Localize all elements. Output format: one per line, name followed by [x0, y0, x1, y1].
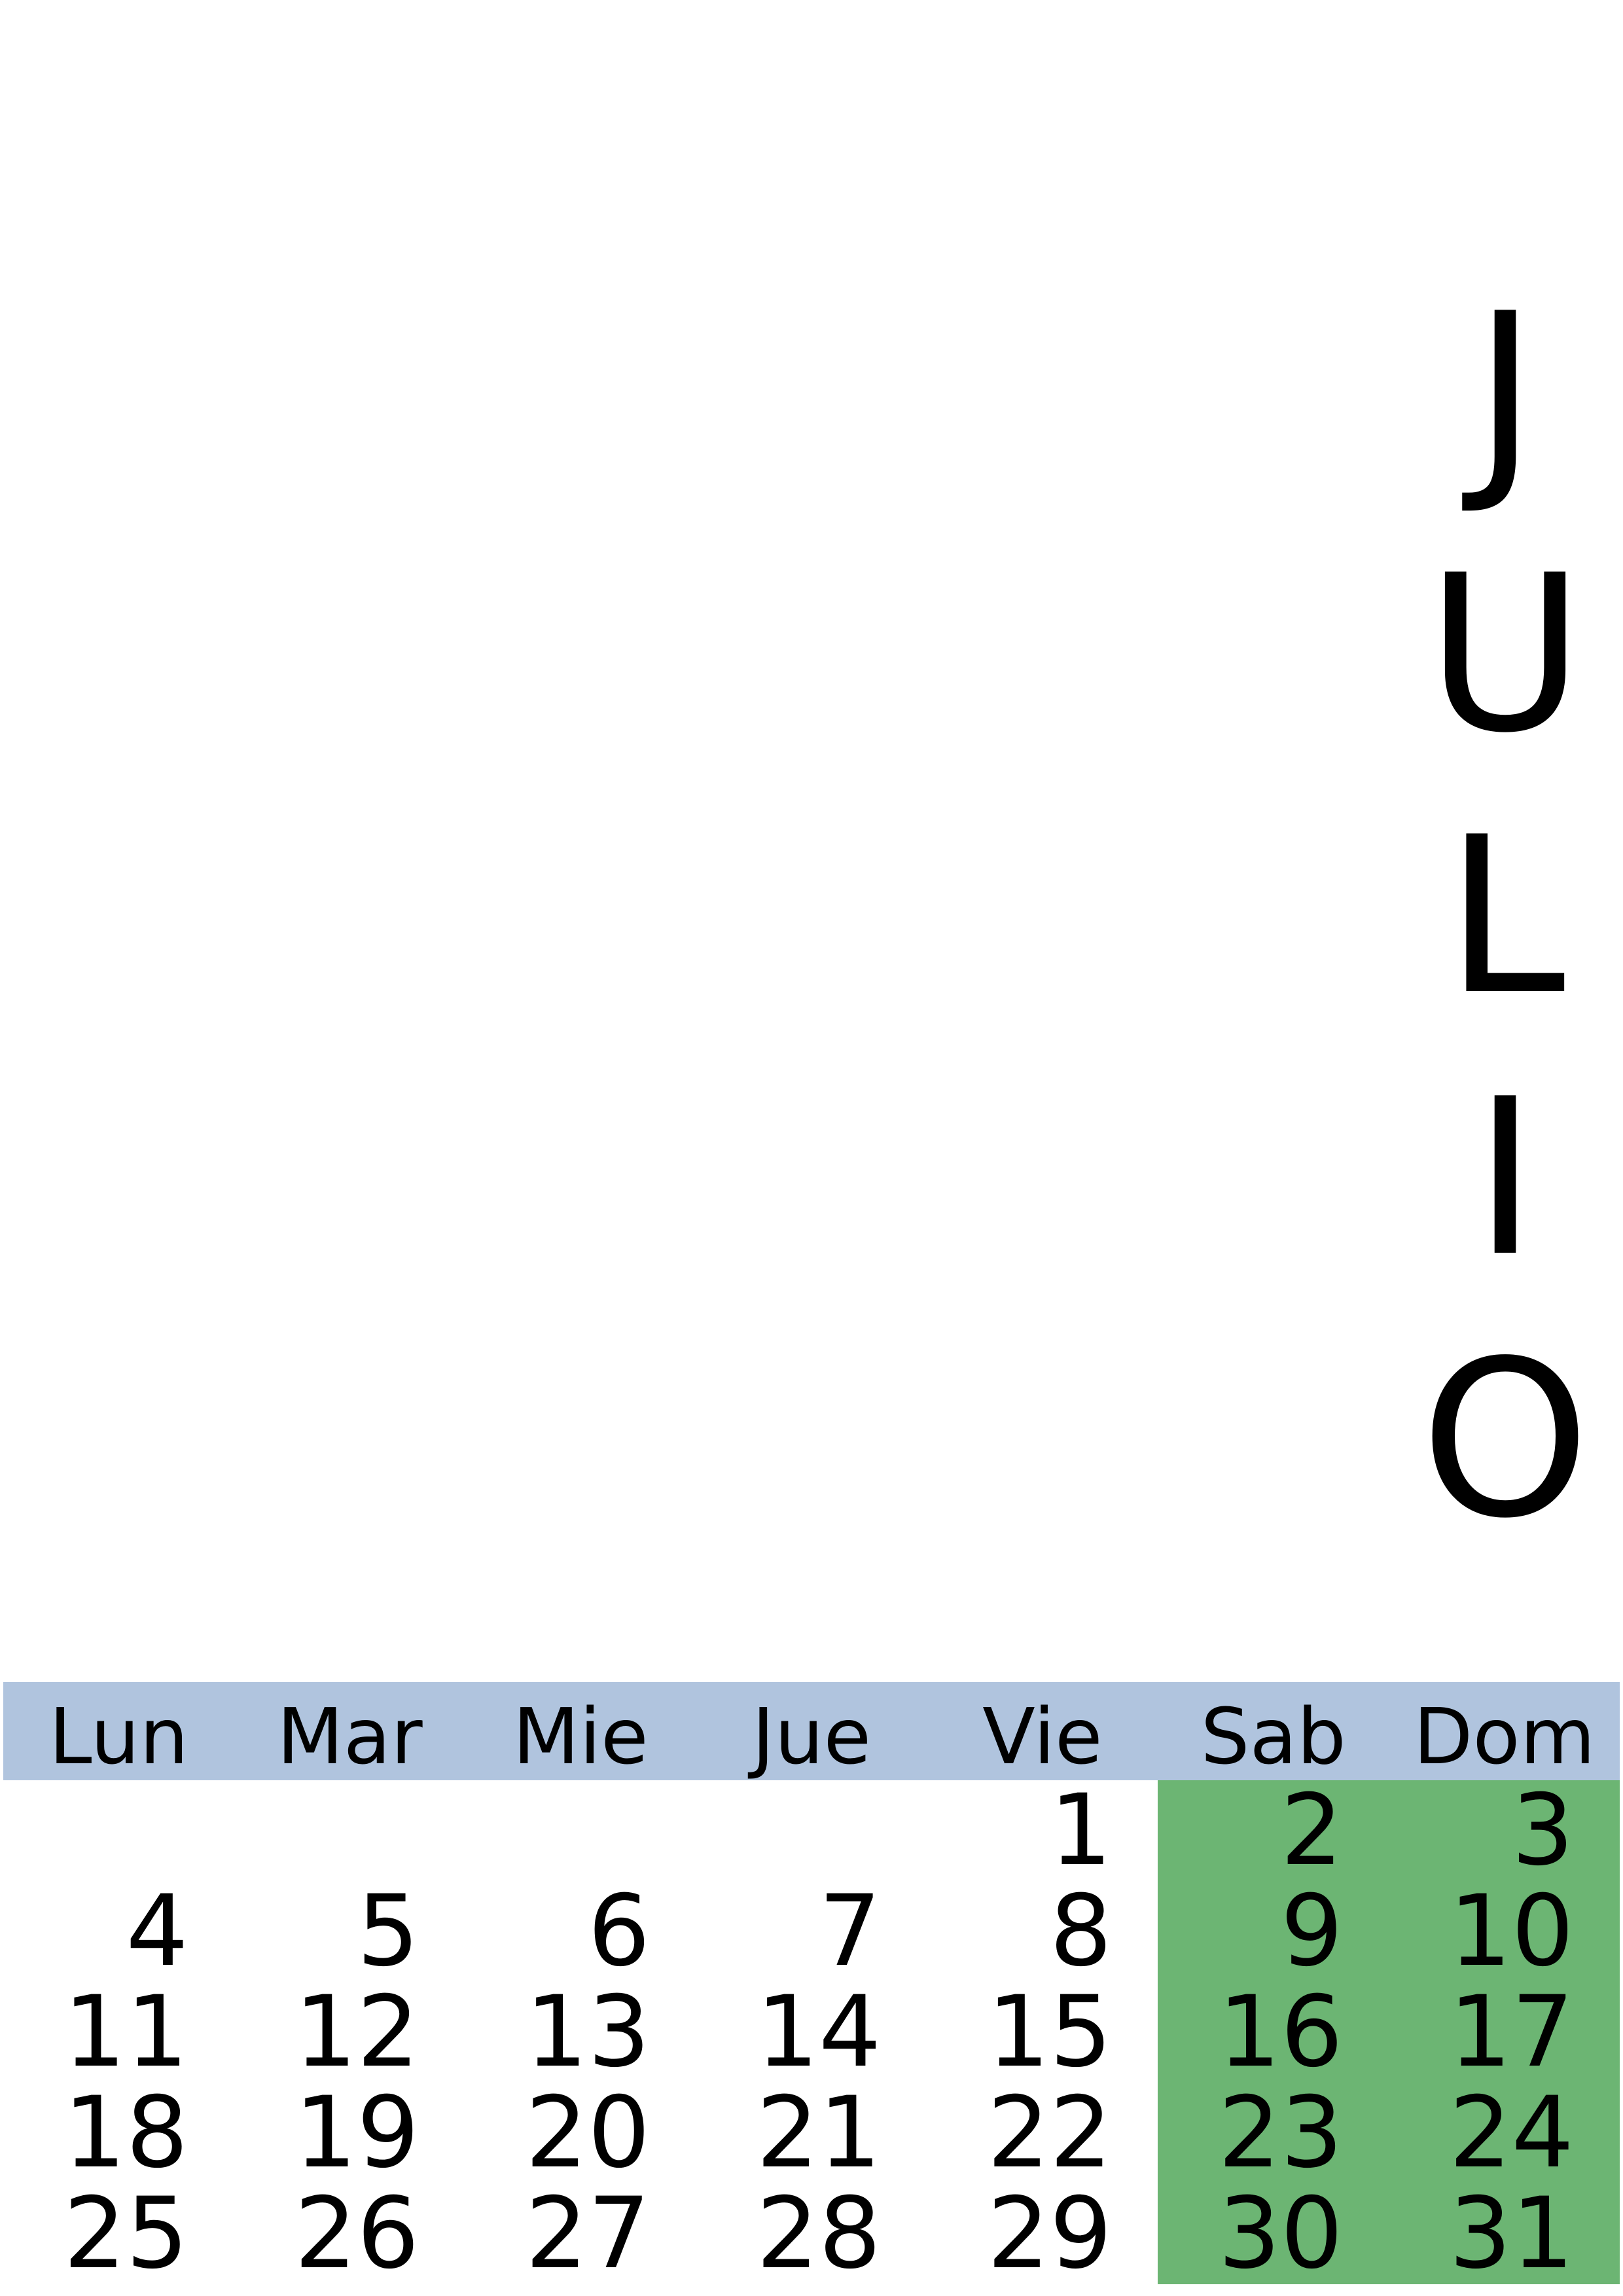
weekday-tuesday: Mar	[276, 1691, 423, 1782]
day-cell: 4	[126, 1874, 188, 1988]
day-cell-weekend: 9	[1280, 1874, 1344, 1988]
day-cell-weekend: 3	[1511, 1774, 1574, 1888]
day-cell-weekend: 31	[1449, 2177, 1574, 2291]
day-cell-weekend: 10	[1449, 1874, 1574, 1988]
day-cell: 27	[525, 2177, 651, 2291]
weekday-wednesday: Mie	[512, 1691, 649, 1782]
weekday-sunday: Dom	[1413, 1691, 1596, 1782]
day-cell	[3, 1780, 234, 1881]
day-cell: 21	[756, 2076, 882, 2190]
day-cell	[696, 1780, 927, 1881]
day-cell: 1	[1049, 1774, 1113, 1888]
day-cell: 5	[357, 1874, 419, 1988]
day-cell-weekend: 2	[1280, 1774, 1344, 1888]
day-cell: 25	[63, 2177, 188, 2291]
month-letter: I	[1473, 1052, 1537, 1304]
day-cell: 7	[818, 1874, 882, 1988]
month-letter: J	[1473, 267, 1537, 518]
day-cell: 11	[63, 1975, 188, 2089]
day-cell-weekend: 23	[1218, 2076, 1344, 2190]
weekday-friday: Vie	[982, 1691, 1103, 1782]
day-cell: 22	[987, 2076, 1113, 2190]
weekday-thursday: Jue	[751, 1691, 872, 1782]
day-cell	[465, 1780, 696, 1881]
day-cell: 8	[1049, 1874, 1113, 1988]
day-cell-weekend: 24	[1449, 2076, 1574, 2190]
month-letter: L	[1445, 791, 1565, 1042]
month-letter: U	[1426, 529, 1584, 780]
day-cell: 14	[756, 1975, 882, 2089]
month-letter: O	[1420, 1314, 1590, 1566]
weekend-highlight	[1158, 1780, 1620, 2284]
day-cell: 15	[987, 1975, 1113, 2089]
calendar-grid: Lun Mar Mie Jue Vie Sab Dom 1 2 3 4 5 6 …	[3, 1682, 1620, 2284]
days-grid: 1 2 3 4 5 6 7 8 9 10 11 12 13 14 15 16 1…	[3, 1780, 1620, 2284]
month-title: J U L I O	[1400, 262, 1610, 1571]
weekday-saturday: Sab	[1200, 1691, 1346, 1782]
day-cell: 29	[987, 2177, 1113, 2291]
day-cell: 13	[525, 1975, 651, 2089]
day-cell-weekend: 30	[1218, 2177, 1344, 2291]
day-cell-weekend: 17	[1449, 1975, 1574, 2089]
day-cell: 28	[756, 2177, 882, 2291]
day-cell	[234, 1780, 465, 1881]
weekday-header: Lun Mar Mie Jue Vie Sab Dom	[3, 1682, 1620, 1780]
day-cell: 12	[294, 1975, 419, 2089]
day-cell: 20	[525, 2076, 651, 2190]
day-cell-weekend: 16	[1218, 1975, 1344, 2089]
day-cell: 19	[294, 2076, 419, 2190]
day-cell: 26	[294, 2177, 419, 2291]
weekday-monday: Lun	[48, 1691, 189, 1782]
day-cell: 6	[588, 1874, 651, 1988]
day-cell: 18	[63, 2076, 188, 2190]
